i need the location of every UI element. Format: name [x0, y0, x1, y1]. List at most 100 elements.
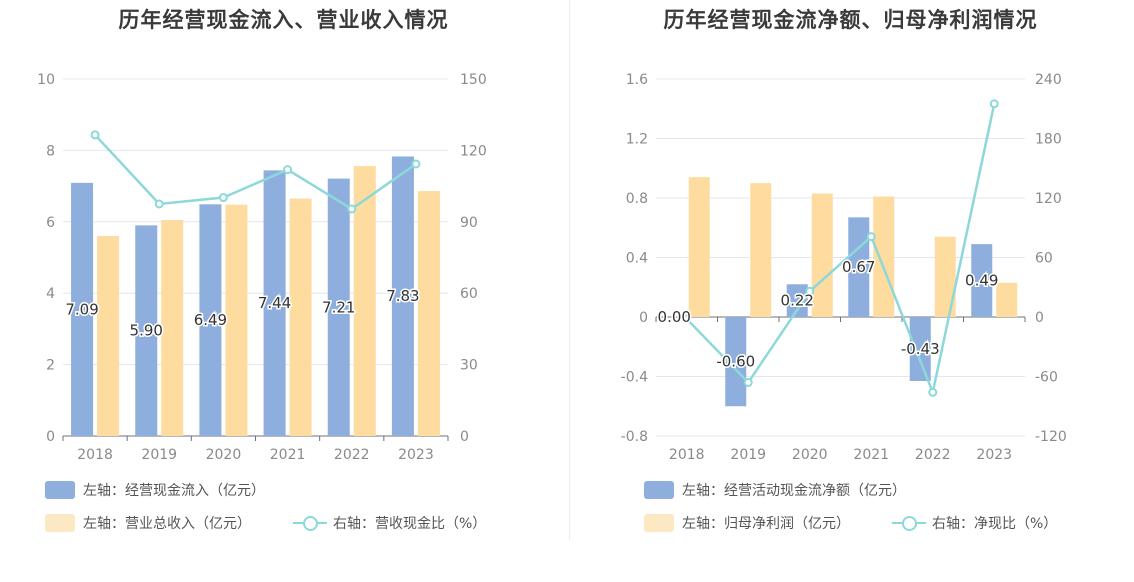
bar-data-label: -0.60 — [716, 353, 755, 371]
y-left-tick-label: 1.6 — [626, 72, 648, 88]
line-point — [218, 193, 228, 203]
bar — [873, 196, 895, 317]
y-right-tick-label: 240 — [1035, 72, 1062, 88]
line-point — [283, 165, 293, 175]
y-right-tick-label: 90 — [460, 215, 478, 231]
legend-item[interactable]: 右轴：营收现金比（%） — [293, 513, 486, 533]
bar — [971, 244, 993, 317]
x-tick-label: 2021 — [853, 447, 889, 463]
y-left-tick-label: 10 — [37, 72, 55, 88]
bar — [97, 236, 120, 436]
bar-data-label: 0.49 — [965, 272, 998, 290]
y-right-tick-label: -60 — [1035, 370, 1058, 386]
x-tick-label: 2019 — [141, 447, 177, 463]
legend-label: 左轴：营业总收入（亿元） — [83, 516, 251, 532]
bar — [327, 178, 350, 436]
y-left-tick-label: 4 — [46, 286, 55, 302]
legend-item[interactable]: 左轴：归母净利润（亿元） — [644, 513, 850, 533]
line-point — [928, 387, 938, 397]
y-left-tick-label: -0.4 — [621, 370, 648, 386]
y-left-tick-label: 6 — [46, 215, 55, 231]
chart-title: 历年经营现金流入、营业收入情况 — [118, 8, 449, 32]
x-tick-label: 2019 — [730, 447, 766, 463]
legend-swatch — [644, 514, 674, 532]
legend-label: 左轴：归母净利润（亿元） — [682, 516, 850, 532]
line-point — [866, 232, 876, 242]
bar — [135, 225, 158, 436]
bar-data-label: -0.43 — [901, 340, 940, 358]
legend-swatch — [644, 481, 674, 499]
bar — [391, 156, 414, 436]
y-right-tick-label: 60 — [1035, 251, 1053, 267]
y-left-tick-label: 0 — [639, 310, 648, 326]
bar — [353, 166, 376, 436]
legend-label: 左轴：经营活动现金流净额（亿元） — [682, 483, 906, 499]
x-tick-label: 2021 — [270, 447, 306, 463]
bar — [996, 282, 1018, 317]
legend-item[interactable]: 左轴：经营现金流入（亿元） — [45, 480, 265, 500]
x-tick-label: 2018 — [669, 447, 705, 463]
legend-label: 右轴：净现比（%） — [932, 516, 1058, 532]
legend-item[interactable]: 右轴：净现比（%） — [892, 513, 1057, 533]
legend-label: 左轴：经营现金流入（亿元） — [83, 483, 265, 499]
bar — [199, 204, 222, 436]
panel-divider — [569, 0, 570, 540]
y-right-tick-label: 120 — [1035, 191, 1062, 207]
bar-data-label: 6.49 — [194, 311, 227, 329]
y-right-tick-label: 120 — [460, 143, 487, 159]
line-point — [90, 130, 100, 140]
line-series — [94, 134, 417, 211]
bar — [71, 182, 94, 436]
bar — [786, 284, 808, 317]
bar — [811, 193, 833, 317]
bar — [161, 220, 184, 436]
chart-plot-area: -0.8 -120 -0.4 -60 0 0 0.4 60 0.8 120 1.2 180 1.6 240… — [621, 72, 1067, 463]
bar — [750, 183, 772, 317]
y-left-tick-label: -0.8 — [621, 429, 648, 445]
bar-data-label: 7.21 — [322, 298, 355, 316]
line-point — [743, 377, 753, 387]
legend-item[interactable]: 左轴：营业总收入（亿元） — [45, 513, 251, 533]
chart-panel-left: 历年经营现金流入、营业收入情况 0 0 2 30 4 60 6 90 8 120 10 150 2018… — [37, 8, 487, 533]
chart-panel-right: 历年经营现金流净额、归母净利润情况 -0.8 -120 -0.4 -60 0 0 0.4 60… — [567, 0, 1134, 582]
bar — [289, 198, 312, 436]
legend-line-marker-icon — [293, 514, 327, 532]
y-left-tick-label: 0 — [46, 429, 55, 445]
y-right-tick-label: 0 — [1035, 310, 1044, 326]
y-left-tick-label: 2 — [46, 358, 55, 374]
x-tick-label: 2020 — [206, 447, 242, 463]
legend-label: 右轴：营收现金比（%） — [333, 516, 487, 532]
x-tick-label: 2022 — [334, 447, 370, 463]
bar — [263, 170, 286, 436]
bar-data-label: 0.00 — [658, 308, 691, 326]
y-right-tick-label: 180 — [1035, 132, 1062, 148]
line-point — [347, 204, 357, 214]
line-point — [805, 286, 815, 296]
bar — [688, 177, 710, 317]
x-tick-label: 2022 — [915, 447, 951, 463]
line-point — [682, 314, 692, 324]
bar — [225, 204, 248, 436]
y-left-tick-label: 1.2 — [626, 132, 648, 148]
x-tick-label: 2020 — [792, 447, 828, 463]
y-right-tick-label: 0 — [460, 429, 469, 445]
line-series — [685, 103, 996, 397]
y-right-tick-label: 150 — [460, 72, 487, 88]
legend-item[interactable]: 左轴：经营活动现金流净额（亿元） — [644, 480, 906, 500]
chart-plot-area: 0 0 2 30 4 60 6 90 8 120 10 150 2018 2019 2020 2021 2022… — [37, 72, 487, 463]
line-point — [154, 199, 164, 209]
bar-data-label: 0.67 — [842, 258, 875, 276]
legend-swatch — [45, 481, 75, 499]
legend-swatch — [45, 514, 75, 532]
bar-data-label: 7.44 — [258, 294, 291, 312]
bar-data-label: 7.09 — [65, 300, 98, 318]
line-point — [989, 99, 999, 109]
bar — [725, 317, 747, 407]
y-right-tick-label: -120 — [1035, 429, 1067, 445]
legend-line-marker-icon — [892, 514, 926, 532]
x-tick-label: 2023 — [976, 447, 1012, 463]
y-left-tick-label: 0.4 — [626, 251, 648, 267]
bar — [417, 191, 440, 436]
x-tick-label: 2018 — [77, 447, 113, 463]
line-point — [411, 159, 421, 169]
